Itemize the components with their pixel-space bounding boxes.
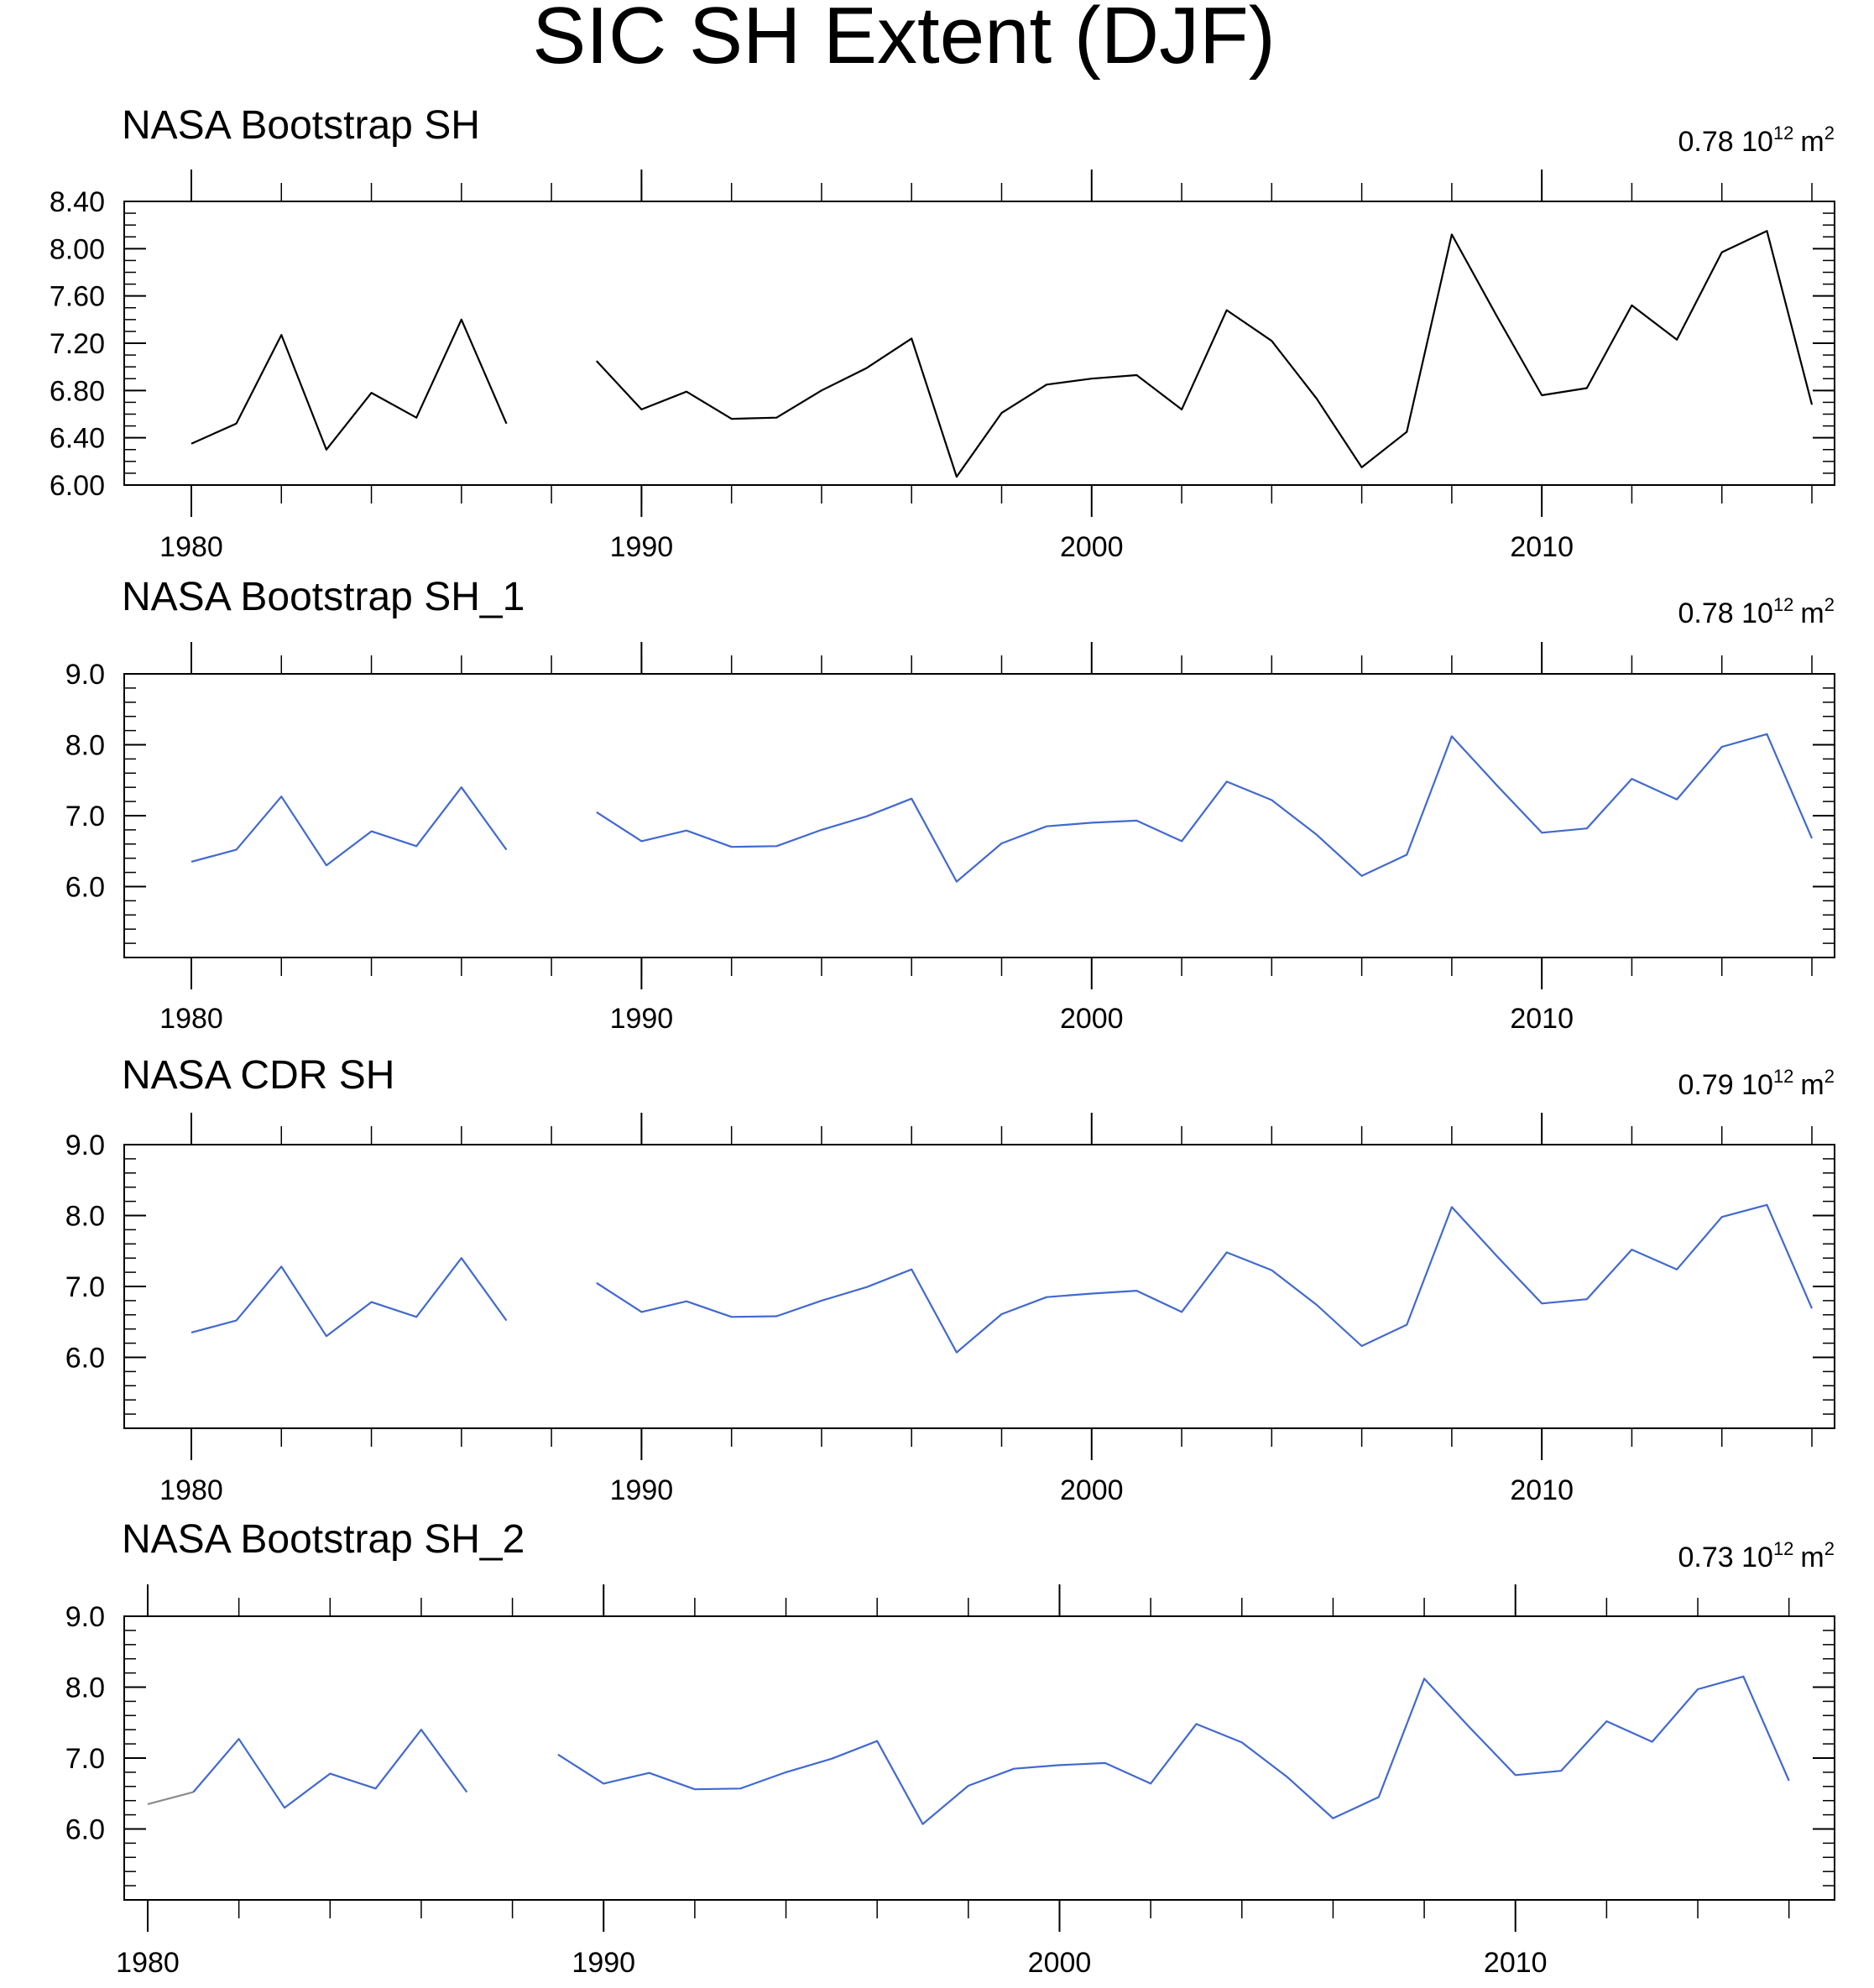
y-tick-label: 7.20 [50,328,105,360]
x-tick-label: 1990 [572,1947,635,1979]
panel-annotation: 0.73 1012 m2 [1678,1538,1835,1573]
plot-frame [123,673,1835,958]
y-tick-label: 8.40 [50,186,105,218]
series-line-segment-2 [596,1203,1814,1354]
y-tick-label: 8.0 [65,1201,105,1233]
x-tick-label: 1990 [610,531,674,563]
plot-frame [123,1144,1835,1429]
y-tick-label: 6.80 [50,375,105,407]
y-tick-label: 6.0 [65,1343,105,1375]
panel-2: NASA Bootstrap SH_1 0.78 1012 m2 6.0 7.0 8.0 9… [65,575,1835,1035]
x-tick-label: 2010 [1510,531,1574,563]
series-line-segment-1 [191,1257,508,1338]
x-tick-label: 2010 [1510,1003,1574,1035]
series-line-segment-1 [191,786,508,867]
y-tick-label: 7.0 [65,1743,105,1775]
y-tick-label: 6.0 [65,1814,105,1846]
x-tick-label: 2000 [1060,1003,1124,1035]
series-line-segment-2 [596,733,1814,883]
y-tick-label: 8.0 [65,1672,105,1704]
y-tick-label: 9.0 [65,1130,105,1161]
x-tick-label: 2000 [1028,1947,1092,1979]
y-tick-label: 9.0 [65,1601,105,1633]
series-line-segment-2 [192,1729,468,1809]
y-tick-label: 6.40 [50,423,105,455]
series-line-segment-1 [191,318,508,451]
x-tick-label: 1990 [610,1003,674,1035]
panel-3: NASA CDR SH 0.79 1012 m2 6.0 7.0 8.0 9.0 1980 19… [65,1053,1835,1506]
panel-title: NASA Bootstrap SH [122,103,480,148]
x-tick-label: 1980 [159,1003,223,1035]
x-tick-label: 1980 [116,1947,180,1979]
panel-annotation: 0.79 1012 m2 [1678,1066,1835,1101]
x-tick-label: 1980 [159,1474,223,1506]
x-tick-label: 2010 [1484,1947,1548,1979]
y-tick-label: 6.0 [65,872,105,904]
y-tick-label: 7.60 [50,281,105,313]
x-tick-label: 1980 [159,531,223,563]
y-tick-label: 7.0 [65,1271,105,1303]
plot-frame [123,201,1835,486]
panel-title: NASA Bootstrap SH_1 [122,575,525,619]
series-line-segment-1 [147,1791,194,1805]
x-tick-label: 2000 [1060,1474,1124,1506]
panel-1: NASA Bootstrap SH 0.78 1012 m2 6.00 6.40 6.80… [50,103,1835,563]
y-tick-label: 8.0 [65,730,105,762]
y-tick-label: 6.00 [50,470,105,502]
panel-4: NASA Bootstrap SH_2 0.73 1012 m2 6.0 7.0 8.0 9… [65,1517,1835,1979]
panels: NASA Bootstrap SH 0.78 1012 m2 6.00 6.40 6.80… [50,103,1835,1979]
x-tick-label: 2000 [1060,531,1124,563]
panel-annotation: 0.78 1012 m2 [1678,123,1835,158]
figure-title: SIC SH Extent (DJF) [532,0,1275,81]
panel-annotation: 0.78 1012 m2 [1678,594,1835,629]
series-line-segment-2 [595,230,1814,478]
y-tick-label: 9.0 [65,659,105,691]
x-tick-label: 2010 [1510,1474,1574,1506]
y-tick-label: 7.0 [65,801,105,832]
y-tick-label: 8.00 [50,233,105,265]
series-line-segment-3 [557,1675,1790,1825]
panel-title: NASA Bootstrap SH_2 [122,1517,525,1562]
panel-title: NASA CDR SH [122,1053,394,1098]
x-tick-label: 1990 [610,1474,674,1506]
plot-frame [123,1615,1835,1901]
